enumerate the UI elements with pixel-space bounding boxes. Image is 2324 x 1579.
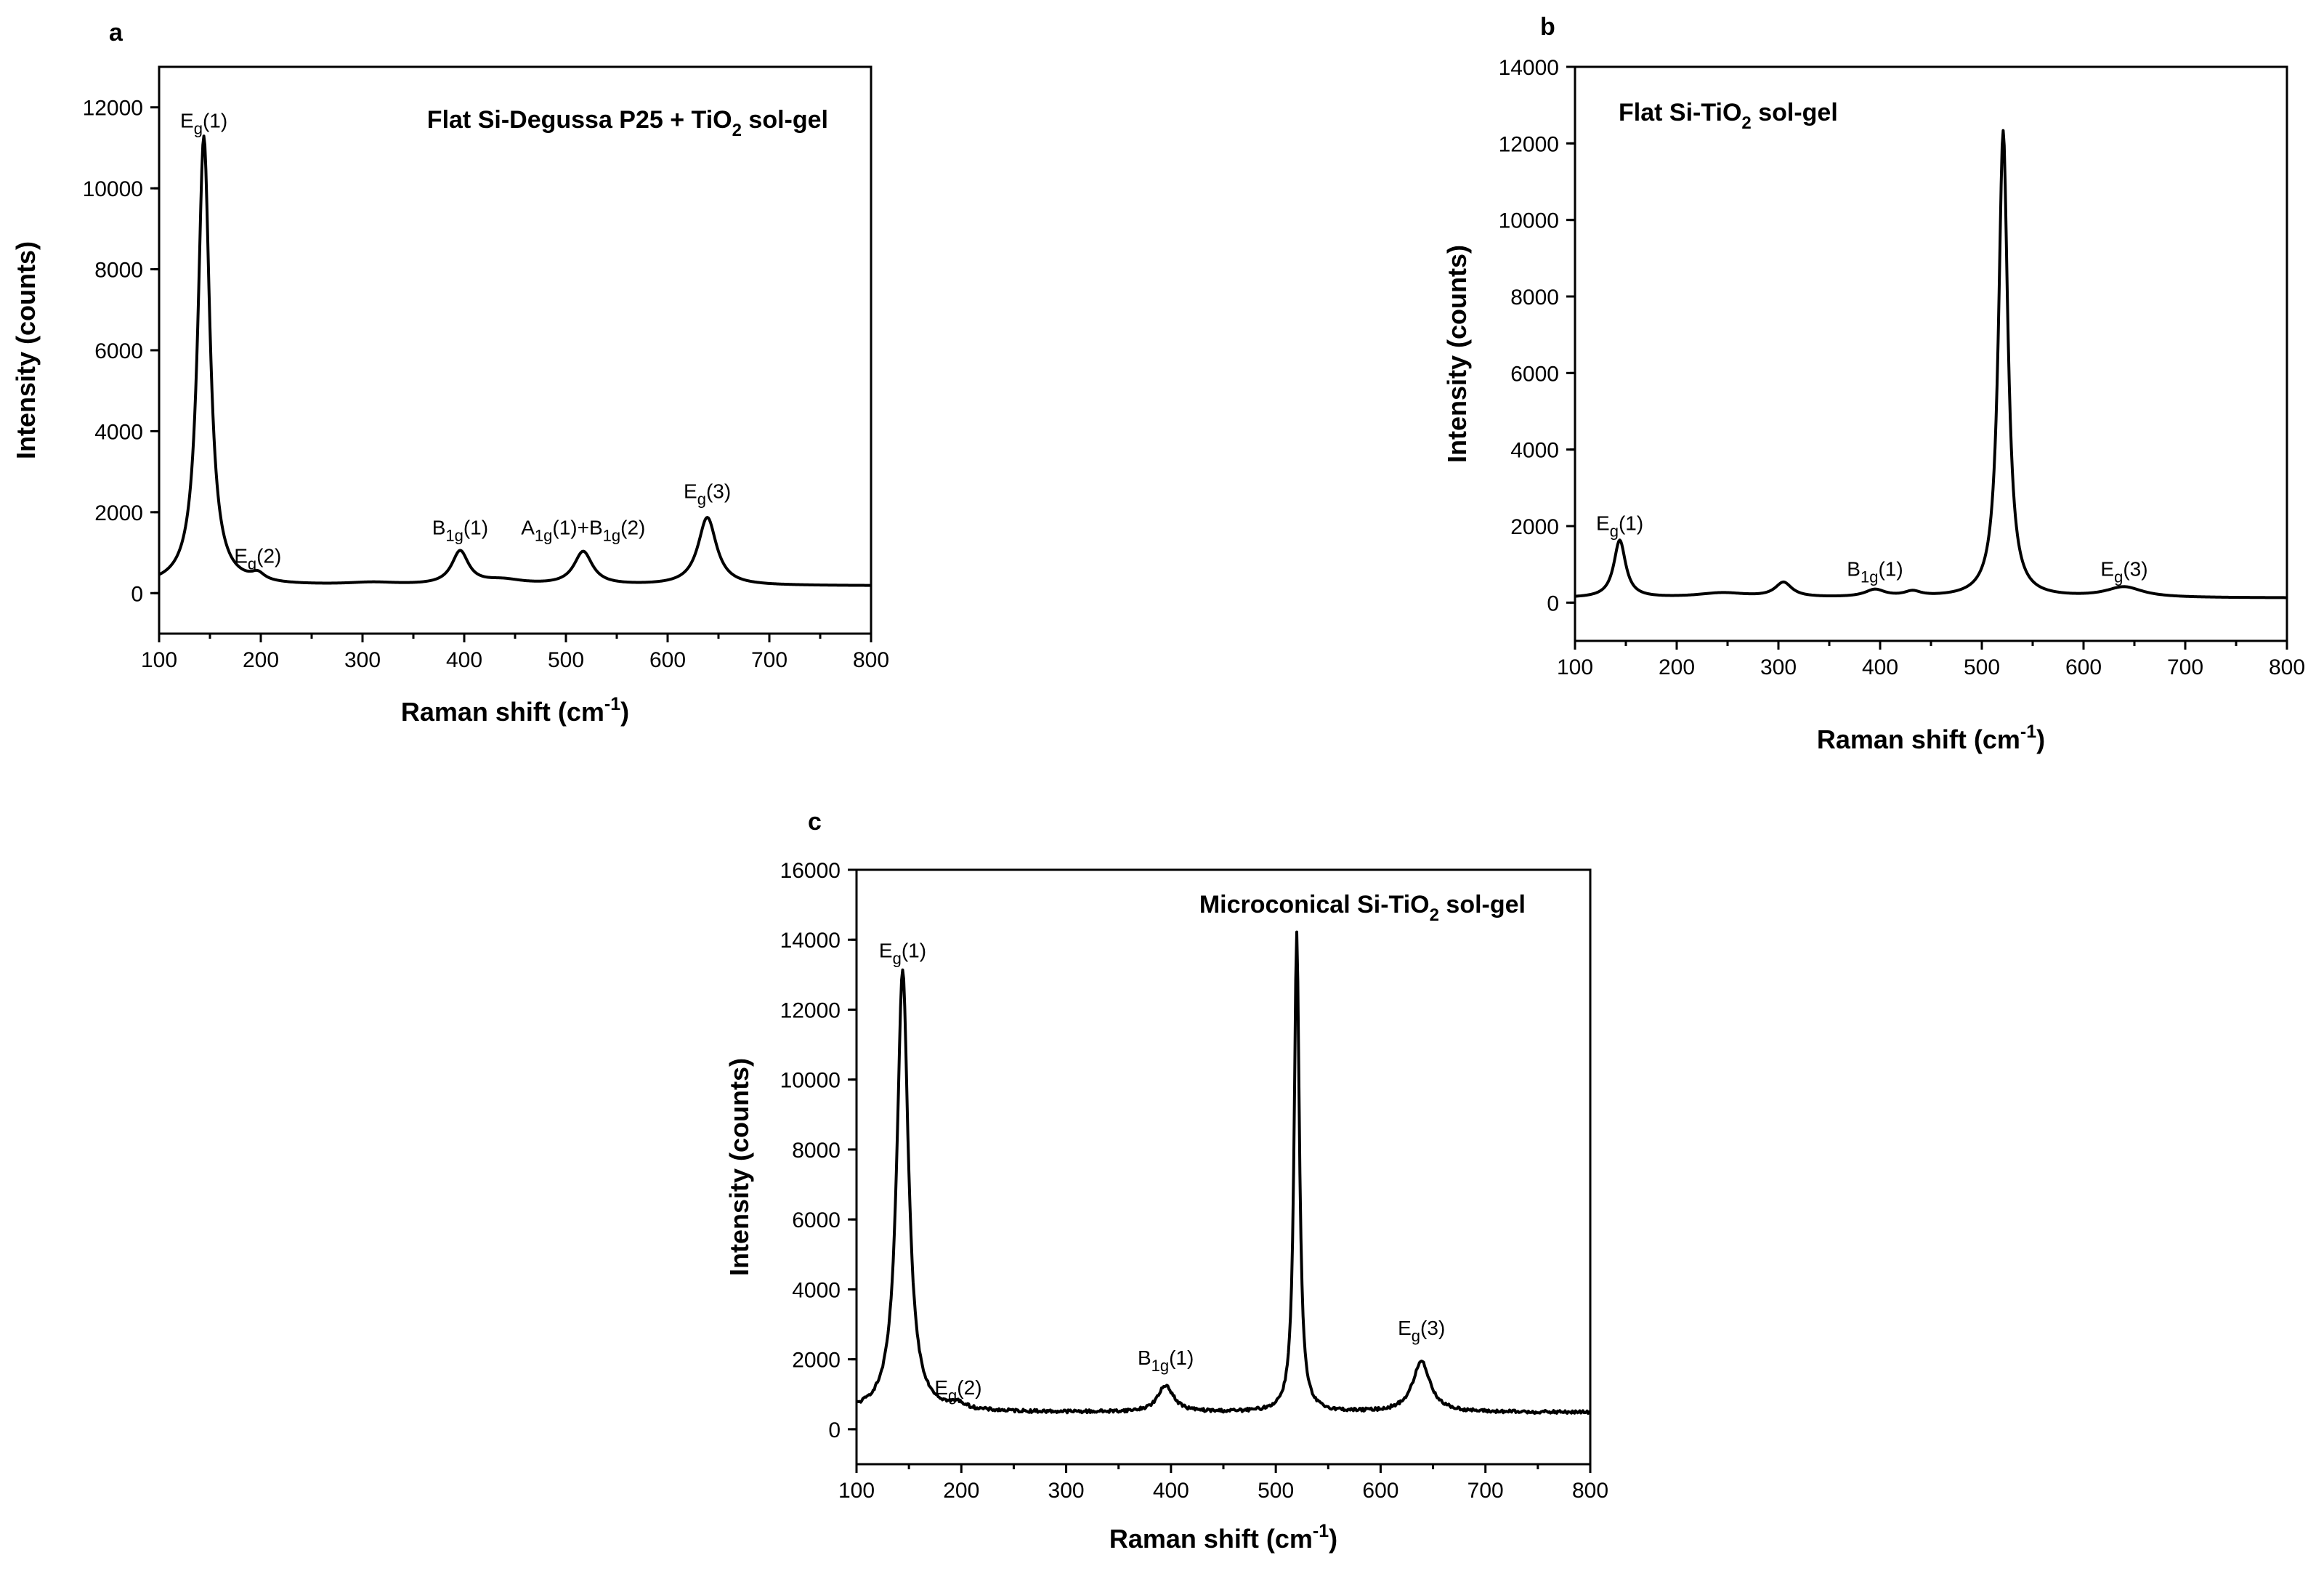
y-axis-title: Intensity (counts) xyxy=(1442,245,1472,463)
panel-letter: a xyxy=(109,19,124,47)
peak-label: B1g(1) xyxy=(1847,557,1903,586)
y-tick-label: 6000 xyxy=(1510,362,1559,386)
plot-frame xyxy=(1574,65,2288,642)
peak-label: Eg(3) xyxy=(684,480,731,508)
chart-title: Flat Si-TiO2 sol-gel xyxy=(1619,99,1838,133)
peak-label: Eg(3) xyxy=(2100,557,2147,586)
chart-title: Microconical Si-TiO2 sol-gel xyxy=(1199,891,1526,925)
y-tick-label: 10000 xyxy=(1499,209,1559,233)
y-tick-label: 6000 xyxy=(792,1208,841,1232)
x-axis-title: Raman shift (cm-1) xyxy=(1817,722,2045,754)
x-tick-label: 200 xyxy=(943,1479,979,1503)
x-tick-label: 100 xyxy=(838,1479,875,1503)
y-tick-label: 10000 xyxy=(83,177,143,201)
plot-frame xyxy=(855,868,1592,1466)
y-tick-label: 8000 xyxy=(1510,286,1559,310)
y-tick-label: 2000 xyxy=(792,1349,841,1373)
x-tick-label: 100 xyxy=(141,648,177,672)
peak-label: A1g(1)+B1g(2) xyxy=(521,517,645,545)
x-tick-label: 300 xyxy=(344,648,381,672)
x-tick-label: 700 xyxy=(1467,1479,1504,1503)
peak-label: Eg(2) xyxy=(234,545,281,573)
x-tick-label: 400 xyxy=(1153,1479,1189,1503)
y-tick-label: 16000 xyxy=(780,859,841,883)
y-tick-label: 12000 xyxy=(780,998,841,1022)
y-tick-label: 6000 xyxy=(94,339,143,363)
peak-label: Eg(1) xyxy=(1596,512,1643,540)
peak-label: B1g(1) xyxy=(432,517,488,545)
y-tick-label: 4000 xyxy=(1510,439,1559,463)
panel-letter: b xyxy=(1540,13,1555,41)
y-tick-label: 8000 xyxy=(792,1139,841,1163)
x-tick-label: 600 xyxy=(649,648,686,672)
x-tick-label: 800 xyxy=(853,648,889,672)
x-tick-label: 500 xyxy=(1964,655,2000,679)
peak-label: Eg(1) xyxy=(879,939,926,967)
x-tick-label: 100 xyxy=(1557,655,1593,679)
peak-label: Eg(1) xyxy=(180,110,227,138)
x-tick-label: 500 xyxy=(548,648,584,672)
y-tick-label: 14000 xyxy=(780,929,841,953)
y-tick-label: 4000 xyxy=(792,1278,841,1302)
y-tick-label: 8000 xyxy=(94,259,143,283)
y-tick-label: 2000 xyxy=(1510,515,1559,539)
x-axis-title: Raman shift (cm-1) xyxy=(401,694,629,727)
spectrum-line xyxy=(1574,129,2288,599)
peak-label: B1g(1) xyxy=(1138,1346,1194,1375)
x-tick-label: 700 xyxy=(2167,655,2203,679)
chart-title: Flat Si-Degussa P25 + TiO2 sol-gel xyxy=(427,106,828,140)
x-axis-title: Raman shift (cm-1) xyxy=(1109,1521,1337,1554)
x-tick-label: 400 xyxy=(446,648,482,672)
x-tick-label: 300 xyxy=(1048,1479,1085,1503)
x-tick-label: 200 xyxy=(243,648,279,672)
spectrum-line xyxy=(158,134,872,587)
y-tick-label: 10000 xyxy=(780,1069,841,1093)
y-tick-label: 0 xyxy=(1547,591,1559,615)
peak-label: Eg(3) xyxy=(1398,1317,1445,1345)
x-tick-label: 400 xyxy=(1862,655,1898,679)
y-axis-title: Intensity (counts) xyxy=(11,241,41,459)
y-tick-label: 12000 xyxy=(1499,132,1559,156)
y-tick-label: 12000 xyxy=(83,97,143,121)
y-tick-label: 2000 xyxy=(94,501,143,525)
x-tick-label: 800 xyxy=(1572,1479,1608,1503)
x-tick-label: 300 xyxy=(1760,655,1797,679)
x-tick-label: 600 xyxy=(1362,1479,1398,1503)
x-tick-label: 200 xyxy=(1659,655,1695,679)
peak-label: Eg(2) xyxy=(934,1376,981,1405)
x-tick-label: 600 xyxy=(2065,655,2102,679)
y-tick-label: 14000 xyxy=(1499,56,1559,80)
spectrum-line xyxy=(856,930,1592,1416)
y-tick-label: 4000 xyxy=(94,420,143,444)
x-tick-label: 700 xyxy=(751,648,788,672)
y-tick-label: 0 xyxy=(131,582,143,606)
y-tick-label: 0 xyxy=(828,1418,841,1442)
y-axis-title: Intensity (counts) xyxy=(724,1058,754,1276)
x-tick-label: 500 xyxy=(1258,1479,1294,1503)
x-tick-label: 800 xyxy=(2269,655,2305,679)
panel-letter: c xyxy=(808,808,822,836)
